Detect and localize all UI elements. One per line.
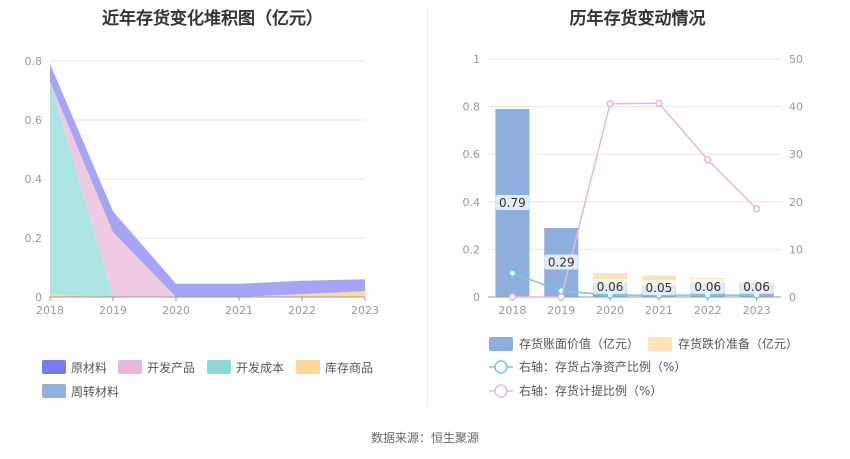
- left-legend-label: 库存商品: [325, 360, 373, 375]
- bar-data-label: 0.29: [548, 255, 575, 269]
- right-x-tick-label: 2020: [596, 304, 624, 317]
- bar-impairment: [593, 273, 628, 283]
- right-legend-label: 右轴：存货计提比例（%）: [519, 383, 662, 398]
- right-x-tick-label: 2021: [645, 304, 673, 317]
- bar-data-label: 0.79: [499, 196, 526, 210]
- right-legend-label: 存货跌价准备（亿元）: [678, 336, 798, 351]
- left-legend-label: 开发产品: [147, 360, 195, 375]
- line-point: [508, 293, 517, 301]
- right-right-y-tick-label: 0: [789, 291, 796, 304]
- left-x-tick-label: 2018: [36, 304, 64, 317]
- left-legend-swatch: [118, 360, 142, 374]
- left-y-tick-label: 0: [35, 291, 42, 304]
- left-chart-title: 近年存货变化堆积图（亿元）: [102, 9, 323, 29]
- right-legend-swatch: [648, 337, 672, 351]
- right-left-y-tick-label: 0: [473, 291, 480, 304]
- left-y-tick-label: 0.2: [25, 232, 43, 245]
- line-point: [508, 269, 517, 277]
- right-right-y-tick-label: 10: [789, 243, 803, 256]
- line-point: [655, 99, 663, 108]
- right-chart-title: 历年存货变动情况: [569, 9, 706, 29]
- data-source: 数据来源：恒生聚源: [370, 431, 479, 445]
- right-x-tick-label: 2023: [743, 304, 771, 317]
- right-x-tick-label: 2018: [498, 304, 526, 317]
- bar-data-label: 0.05: [646, 281, 673, 295]
- right-left-y-tick-label: 1: [473, 53, 480, 66]
- right-right-y-tick-label: 30: [789, 148, 803, 161]
- right-right-y-tick-label: 50: [789, 53, 803, 66]
- area-series-开发成本: [50, 81, 365, 297]
- left-legend-swatch: [42, 360, 66, 374]
- left-legend-label: 开发成本: [236, 360, 284, 375]
- left-x-tick-label: 2022: [288, 304, 316, 317]
- right-legend-marker: [494, 384, 508, 398]
- bar-data-label-bg: [495, 194, 530, 210]
- left-legend-swatch: [207, 360, 231, 374]
- left-x-tick-label: 2020: [162, 304, 190, 317]
- left-y-tick-label: 0.4: [25, 173, 43, 186]
- bar-data-label: 0.06: [597, 280, 624, 294]
- right-legend-label: 右轴：存货占净资产比例（%）: [519, 359, 686, 374]
- area-series-原材料: [50, 63, 365, 298]
- bar-data-label-bg: [690, 278, 725, 294]
- right-left-y-tick-label: 0.6: [463, 148, 481, 161]
- right-left-y-tick-label: 0.8: [463, 101, 481, 114]
- left-legend-label: 周转材料: [71, 384, 119, 399]
- line-series-右轴：存货占净资产比例（%）: [512, 272, 757, 296]
- left-x-tick-label: 2023: [351, 304, 379, 317]
- left-y-tick-label: 0.8: [25, 55, 43, 68]
- bar-data-label-bg: [593, 278, 627, 294]
- left-legend-swatch: [296, 360, 320, 374]
- left-x-tick-label: 2021: [225, 304, 253, 317]
- line-point: [704, 156, 712, 164]
- right-right-y-tick-label: 40: [789, 101, 803, 114]
- right-x-tick-label: 2019: [547, 304, 575, 317]
- line-point: [752, 205, 761, 213]
- line-point: [606, 99, 614, 108]
- line-point: [557, 293, 565, 301]
- left-legend-label: 原材料: [71, 361, 107, 375]
- right-legend-swatch: [489, 337, 513, 351]
- right-legend-label: 存货账面价值（亿元）: [519, 336, 639, 351]
- line-series-右轴：存货计提比例（%）: [512, 102, 758, 298]
- left-y-tick-label: 0.6: [25, 114, 43, 127]
- bar-data-label: 0.06: [694, 280, 721, 294]
- right-legend-marker: [494, 360, 508, 374]
- right-left-y-tick-label: 0.2: [463, 243, 481, 256]
- bar-data-label-bg: [642, 280, 676, 296]
- right-right-y-tick-label: 20: [789, 196, 803, 209]
- right-x-tick-label: 2022: [694, 304, 722, 317]
- right-left-y-tick-label: 0.4: [463, 196, 481, 209]
- bar-data-label: 0.06: [743, 280, 770, 294]
- area-series-库存商品: [50, 291, 365, 297]
- left-x-tick-label: 2019: [99, 304, 127, 317]
- bar-data-label-bg: [739, 278, 774, 294]
- chart-divider: [427, 6, 428, 406]
- bar-data-label-bg: [544, 254, 579, 270]
- left-legend-swatch: [42, 384, 66, 398]
